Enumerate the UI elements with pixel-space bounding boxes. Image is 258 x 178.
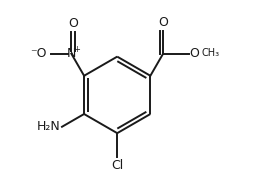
Text: ⁻O: ⁻O — [30, 47, 47, 60]
Text: H₂N: H₂N — [37, 120, 60, 133]
Text: CH₃: CH₃ — [201, 48, 220, 58]
Text: Cl: Cl — [111, 159, 123, 172]
Text: O: O — [68, 17, 78, 30]
Text: N: N — [67, 47, 76, 60]
Text: O: O — [158, 16, 168, 29]
Text: +: + — [73, 45, 80, 54]
Text: O: O — [190, 47, 199, 60]
